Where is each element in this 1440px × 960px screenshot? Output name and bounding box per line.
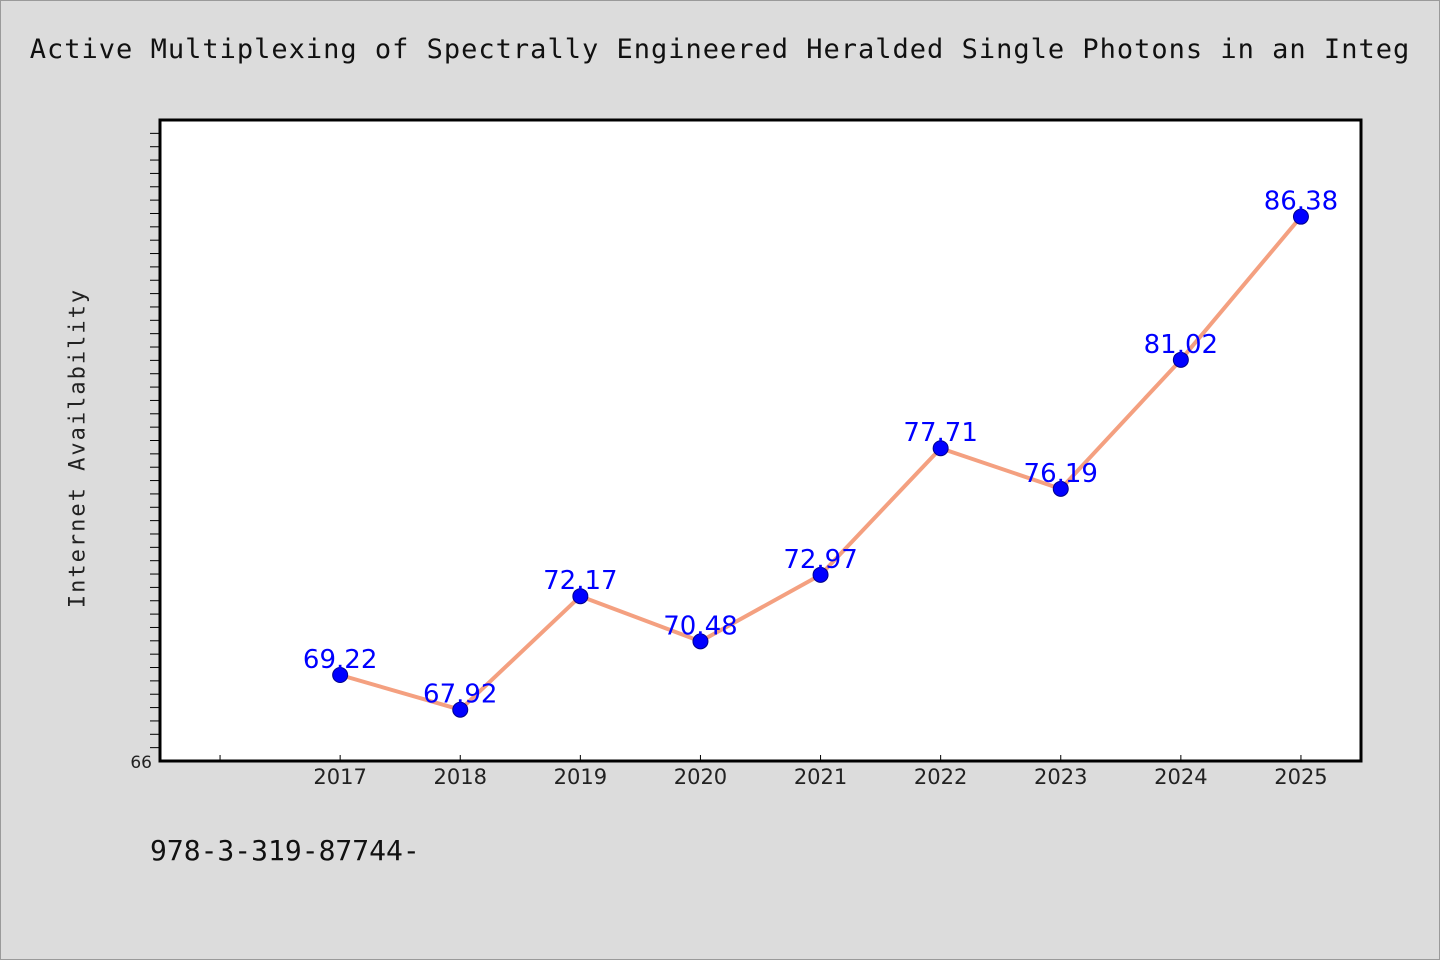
x-tick-label: 2020 xyxy=(674,765,727,789)
data-point xyxy=(692,633,709,650)
data-label: 76.19 xyxy=(1024,459,1098,489)
data-label: 67.92 xyxy=(423,680,497,710)
y-tick-label: 66 xyxy=(130,753,152,773)
data-label: 72.97 xyxy=(783,545,857,575)
data-label: 77.71 xyxy=(903,418,977,448)
x-tick-label: 2018 xyxy=(434,765,487,789)
data-label: 72.17 xyxy=(543,566,617,596)
x-tick-label: 2019 xyxy=(554,765,607,789)
x-tick-label: 2022 xyxy=(914,765,967,789)
x-tick-label: 2024 xyxy=(1154,765,1207,789)
x-tick-label: 2025 xyxy=(1274,765,1327,789)
data-point xyxy=(932,440,949,457)
data-point xyxy=(452,701,469,718)
data-label: 86.38 xyxy=(1264,187,1338,217)
footer-code: 978-3-319-87744- xyxy=(150,834,420,867)
x-tick-label: 2017 xyxy=(313,765,366,789)
data-point xyxy=(572,588,589,605)
x-tick-label: 2023 xyxy=(1034,765,1087,789)
plot-area xyxy=(158,118,1363,763)
data-point xyxy=(1292,208,1309,225)
data-point xyxy=(1052,480,1069,497)
chart-title: Active Multiplexing of Spectrally Engine… xyxy=(29,34,1411,65)
data-point xyxy=(1172,351,1189,368)
data-label: 69.22 xyxy=(303,645,377,675)
data-label: 81.02 xyxy=(1144,330,1218,360)
x-tick-label: 2021 xyxy=(794,765,847,789)
data-label: 70.48 xyxy=(663,611,737,641)
data-point xyxy=(332,666,349,683)
data-point xyxy=(812,566,829,583)
